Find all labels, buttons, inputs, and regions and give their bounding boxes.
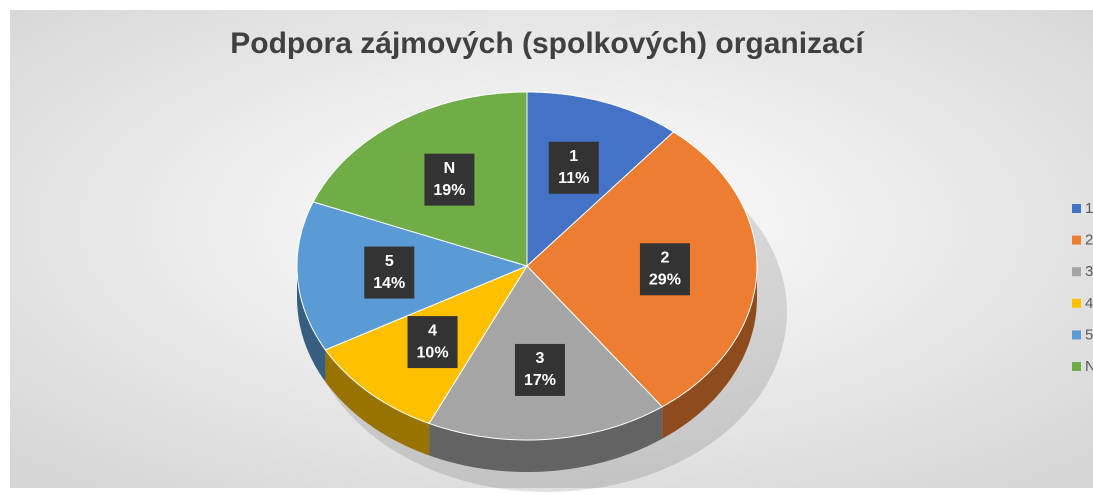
legend-swatch [1072,235,1081,245]
data-label-category: N [444,160,456,177]
legend-label: 5 [1085,326,1093,343]
legend-swatch [1072,267,1081,277]
data-label-value: 14% [373,275,405,292]
data-label-value: 19% [433,182,465,199]
data-label: 410% [407,316,458,369]
data-label-category: 5 [385,253,394,270]
legend-swatch [1072,362,1081,371]
legend-swatch [1072,204,1081,213]
legend-label: 3 [1085,263,1093,280]
data-label-box [407,316,458,369]
data-label: N 19% [424,153,475,206]
data-label: 317% [514,343,565,396]
data-label-value: 11% [558,170,589,187]
data-label-box [514,343,565,396]
pie-side [325,349,430,456]
data-label-category: 3 [536,350,545,367]
pie-slice [312,91,528,267]
pie-side [662,266,757,439]
data-label-box [364,246,415,299]
legend-swatch [1072,298,1081,308]
data-label-category: 4 [428,322,437,339]
data-label: 229% [639,243,690,296]
data-label-box [639,243,690,296]
legend-label: N [1085,358,1093,375]
data-label: 514% [364,246,415,299]
legend-swatch [1072,330,1081,340]
legend-label: 1 [1085,200,1093,217]
legend-label: 4 [1085,295,1093,312]
data-label-value: 17% [524,372,556,389]
data-label-box [424,153,475,206]
data-label: 111% [548,141,599,194]
data-label-value: 29% [649,271,681,288]
pie-slice [526,91,675,268]
legend-label: 2 [1085,232,1093,249]
chart-title: Podpora zájmových (spolkových) organizac… [230,27,865,60]
data-label-category: 1 [569,148,578,165]
data-label-box [548,141,599,194]
data-label-category: 2 [660,249,669,266]
data-label-value: 10% [417,344,449,361]
pie-side [297,266,326,382]
